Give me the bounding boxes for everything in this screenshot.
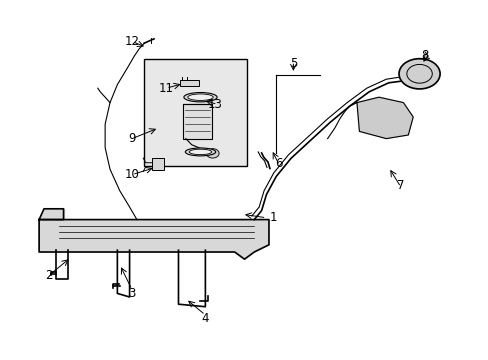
Bar bbox=[183, 104, 211, 139]
Text: 12: 12 bbox=[124, 35, 139, 48]
Text: 1: 1 bbox=[269, 211, 277, 224]
Circle shape bbox=[398, 59, 439, 89]
Polygon shape bbox=[39, 209, 63, 220]
Text: 10: 10 bbox=[124, 168, 139, 181]
Ellipse shape bbox=[187, 94, 213, 100]
Text: 9: 9 bbox=[128, 132, 136, 145]
Text: 7: 7 bbox=[396, 179, 404, 192]
Text: 2: 2 bbox=[45, 269, 53, 282]
Ellipse shape bbox=[185, 148, 215, 156]
Bar bbox=[144, 59, 246, 166]
Text: 8: 8 bbox=[421, 49, 428, 62]
Ellipse shape bbox=[189, 149, 211, 155]
Text: 13: 13 bbox=[207, 98, 222, 111]
Polygon shape bbox=[356, 97, 412, 139]
Bar bbox=[180, 80, 198, 86]
Text: 6: 6 bbox=[274, 157, 282, 170]
Text: 11: 11 bbox=[159, 82, 173, 95]
Text: 4: 4 bbox=[201, 312, 209, 325]
Text: 5: 5 bbox=[289, 57, 297, 69]
Text: 3: 3 bbox=[128, 287, 136, 300]
Polygon shape bbox=[39, 220, 268, 259]
Ellipse shape bbox=[183, 93, 217, 102]
Circle shape bbox=[206, 149, 219, 158]
Bar bbox=[151, 158, 164, 170]
